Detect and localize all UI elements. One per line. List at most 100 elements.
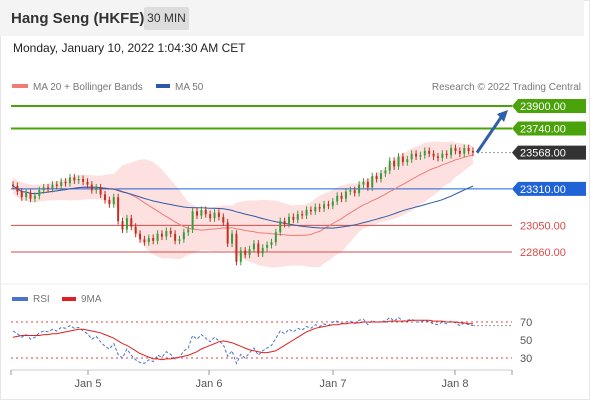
candle <box>213 212 216 219</box>
rsi-plot: 30 50 70 Jan 5 Jan 6 Jan 7 Jan 8 <box>10 316 532 390</box>
candle <box>143 239 146 243</box>
main-plot: 23900.00 23740.00 23568.00 23310.00 23050.00… <box>11 99 586 268</box>
chart-header: Hang Seng (HKFE) 30 MIN <box>0 0 584 36</box>
forecast-arrow-head <box>497 110 508 122</box>
timeframe-button[interactable]: 30 MIN <box>144 7 189 30</box>
rsi-tick-label: 30 <box>520 353 532 365</box>
candle <box>410 153 413 160</box>
rsi-tick-label: 50 <box>520 335 532 347</box>
candle <box>248 249 251 255</box>
candle <box>25 193 28 198</box>
candle <box>362 181 365 185</box>
candle <box>55 184 58 187</box>
candle <box>29 193 32 199</box>
candle <box>47 187 50 189</box>
chart-datetime: Monday, January 10, 2022 1:04:30 AM CET <box>13 41 246 55</box>
bollinger-band <box>13 141 473 268</box>
candle <box>454 148 457 151</box>
resistance-level-label: 23740.00 <box>520 123 566 135</box>
candle <box>112 197 115 205</box>
candle <box>33 195 36 199</box>
candle <box>73 177 76 181</box>
candle <box>393 160 396 167</box>
candle <box>432 153 435 157</box>
support-level-label: 23050.00 <box>520 220 566 232</box>
ma50-legend-swatch <box>156 84 170 88</box>
last-price-level-label: 23568.00 <box>520 148 566 160</box>
candle <box>95 187 98 191</box>
candle <box>380 173 382 179</box>
candle <box>134 226 137 234</box>
candle <box>296 214 299 220</box>
ma20-legend-label: MA 20 + Bollinger Bands <box>33 82 143 93</box>
candle <box>86 181 89 185</box>
candle <box>108 200 111 205</box>
candle <box>152 237 155 241</box>
candle <box>125 218 128 230</box>
candle <box>423 150 426 156</box>
ma50-line <box>12 185 474 229</box>
candle <box>261 247 264 254</box>
rsi-legend-label: RSI <box>33 294 50 305</box>
candle <box>314 207 317 212</box>
candle <box>270 242 273 245</box>
rsi-legend-swatch <box>12 297 28 301</box>
ma20-legend-swatch <box>12 84 28 88</box>
candle <box>244 250 247 255</box>
candle <box>90 184 93 191</box>
resistance-label-bg <box>512 121 586 136</box>
candle <box>397 156 400 167</box>
candle <box>182 232 185 240</box>
rsi-tick-label: 70 <box>520 317 532 329</box>
candle <box>252 243 255 250</box>
candle <box>301 214 304 216</box>
candle <box>42 187 45 191</box>
candle <box>178 239 181 241</box>
candle <box>60 181 63 187</box>
candle <box>257 243 260 254</box>
candle <box>288 216 290 224</box>
candle <box>204 209 207 215</box>
x-tick-label: Jan 8 <box>442 378 469 390</box>
x-tick-label: Jan 6 <box>196 378 223 390</box>
candle <box>121 221 124 230</box>
candle <box>139 233 142 240</box>
candle <box>472 150 474 153</box>
candle <box>51 184 54 189</box>
candle <box>217 212 220 217</box>
candle <box>327 204 330 206</box>
candle <box>64 181 67 184</box>
candle <box>445 153 448 156</box>
candle <box>358 184 361 194</box>
x-tick-label: Jan 5 <box>75 378 102 390</box>
candle <box>174 233 177 241</box>
candle <box>187 229 190 233</box>
candle <box>441 153 444 158</box>
candle <box>388 160 391 171</box>
candle <box>406 159 409 163</box>
candle <box>77 179 80 181</box>
candle <box>318 207 321 209</box>
x-tick-label: Jan 7 <box>320 378 347 390</box>
candle <box>467 148 470 151</box>
candle <box>16 186 19 192</box>
resistance-label-bg <box>512 99 586 113</box>
candle <box>371 176 374 188</box>
candle <box>375 176 378 179</box>
candle <box>450 148 453 156</box>
candle <box>156 233 159 241</box>
credit-text: Research © 2022 Trading Central <box>432 82 581 93</box>
candle <box>147 237 150 243</box>
ma50-legend-label: MA 50 <box>175 82 204 93</box>
candle <box>279 221 282 233</box>
candle <box>130 218 133 227</box>
candle <box>68 177 71 184</box>
candle <box>38 190 41 196</box>
candle <box>436 156 439 158</box>
candle <box>340 195 343 199</box>
support-level-label: 22860.00 <box>520 247 566 259</box>
candle <box>99 187 102 195</box>
candle <box>458 150 461 154</box>
candle <box>419 155 422 157</box>
candle <box>191 211 194 230</box>
